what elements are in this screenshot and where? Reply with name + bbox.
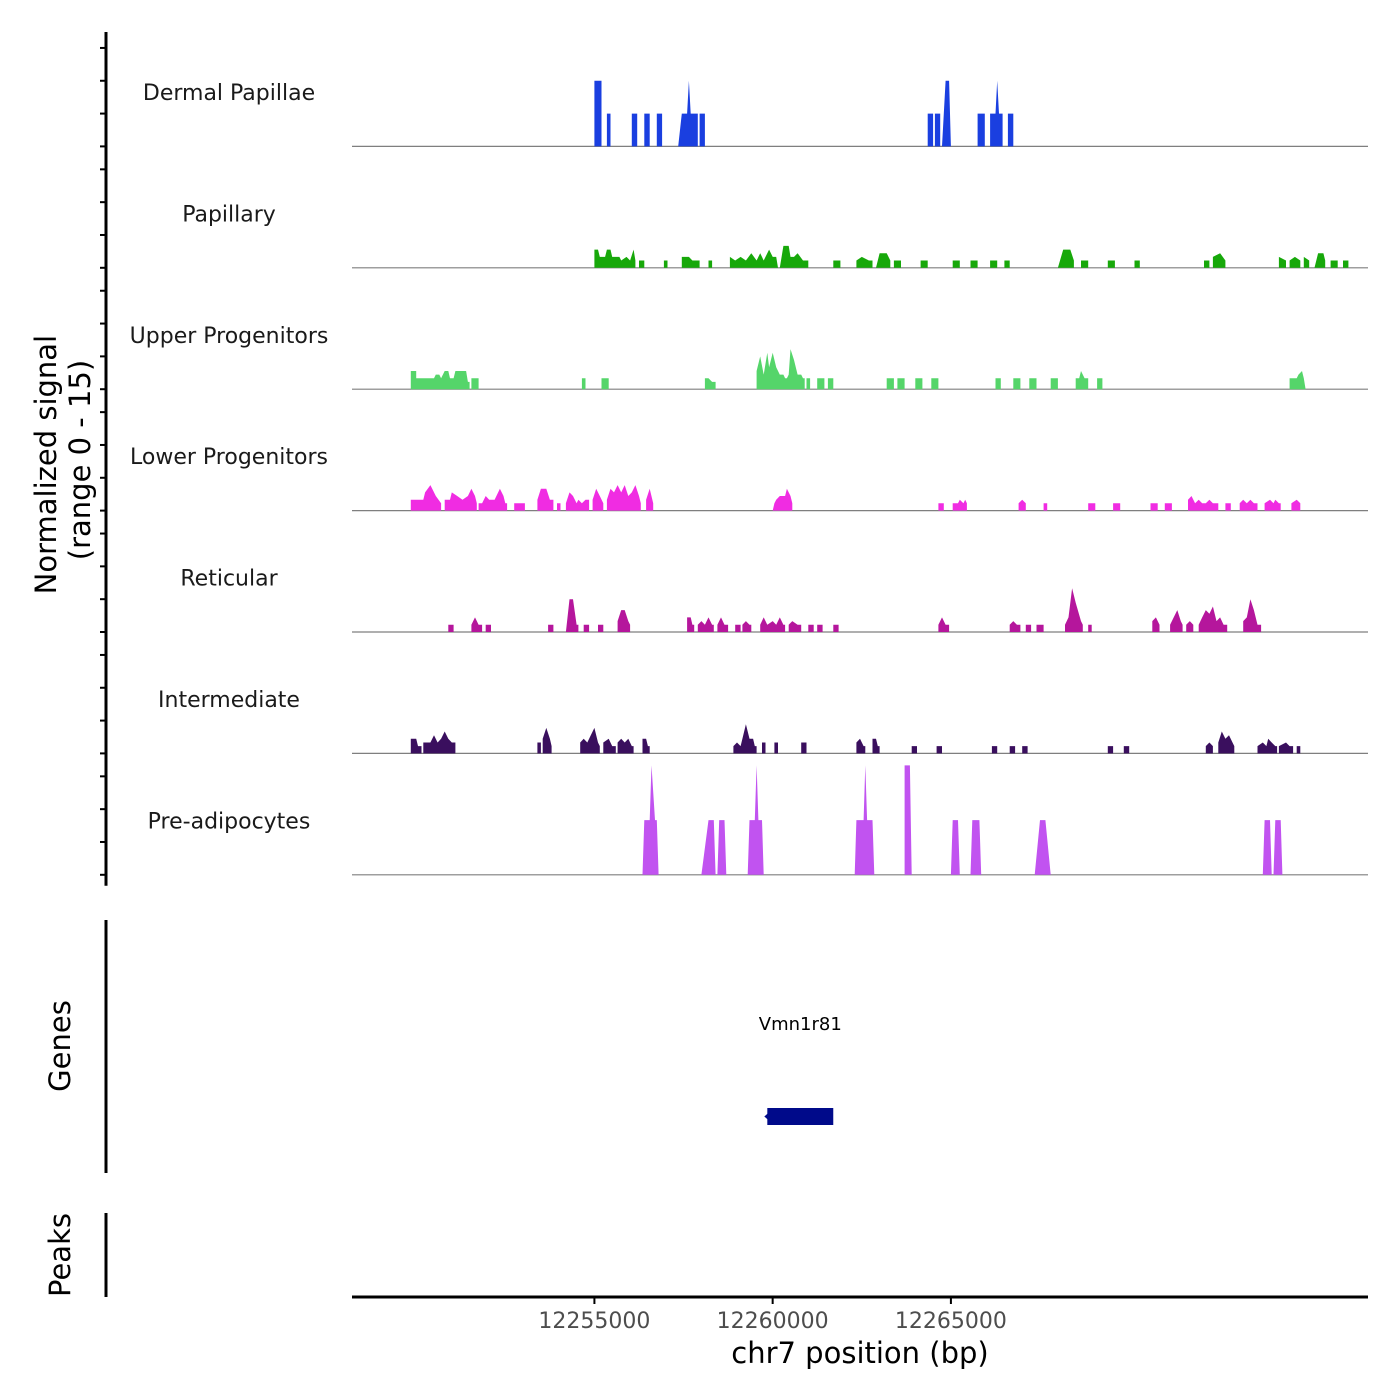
track-signal-area [594, 245, 1349, 268]
track-signal-area [448, 588, 1262, 632]
track-label: Reticular [180, 567, 278, 592]
signal-axis-label: Normalized signal (range 0 - 15) [29, 326, 97, 595]
track-signal-area [642, 765, 1283, 875]
track-label: Upper Progenitors [130, 324, 329, 349]
track-label: Papillary [182, 202, 276, 227]
gene-label: Vmn1r81 [759, 1014, 842, 1035]
track-signal-area [410, 724, 1301, 754]
signal-axis [100, 32, 108, 886]
track-label: Lower Progenitors [130, 445, 328, 470]
gene-track: Vmn1r81 [759, 1014, 842, 1125]
track-label: Pre-adipocytes [148, 809, 311, 834]
track-pre-adipocytes: Pre-adipocytes [148, 765, 1368, 876]
signal-axis-label-line1: Normalized signal [29, 335, 63, 594]
x-tick-label: 12255000 [538, 1309, 650, 1334]
genes-axis-label: Genes [43, 1000, 77, 1092]
track-dermal-papillae: Dermal Papillae [143, 80, 1368, 147]
track-signal-area [410, 485, 1301, 511]
track-label: Dermal Papillae [143, 81, 315, 106]
track-papillary: Papillary [182, 202, 1368, 269]
track-reticular: Reticular [180, 567, 1368, 633]
track-intermediate: Intermediate [158, 688, 1368, 755]
x-axis-ticks: 12255000 12260000 12265000 [538, 1297, 1007, 1334]
gene-strand-arrow [764, 1113, 769, 1120]
signal-axis-label-line2: (range 0 - 15) [63, 360, 97, 560]
track-label: Intermediate [158, 688, 300, 713]
x-tick-label: 12265000 [895, 1309, 1007, 1334]
x-axis-title: chr7 position (bp) [731, 1336, 988, 1370]
track-signal-area [594, 80, 1014, 147]
peaks-axis-label: Peaks [43, 1213, 77, 1297]
signal-tracks: Dermal Papillae Papillary Upper Progenitor… [130, 80, 1368, 876]
track-signal-area [410, 349, 1306, 390]
gene-body [767, 1108, 834, 1125]
x-tick-label: 12260000 [717, 1309, 829, 1334]
track-upper-progenitors: Upper Progenitors [130, 324, 1368, 390]
track-lower-progenitors: Lower Progenitors [130, 445, 1368, 512]
